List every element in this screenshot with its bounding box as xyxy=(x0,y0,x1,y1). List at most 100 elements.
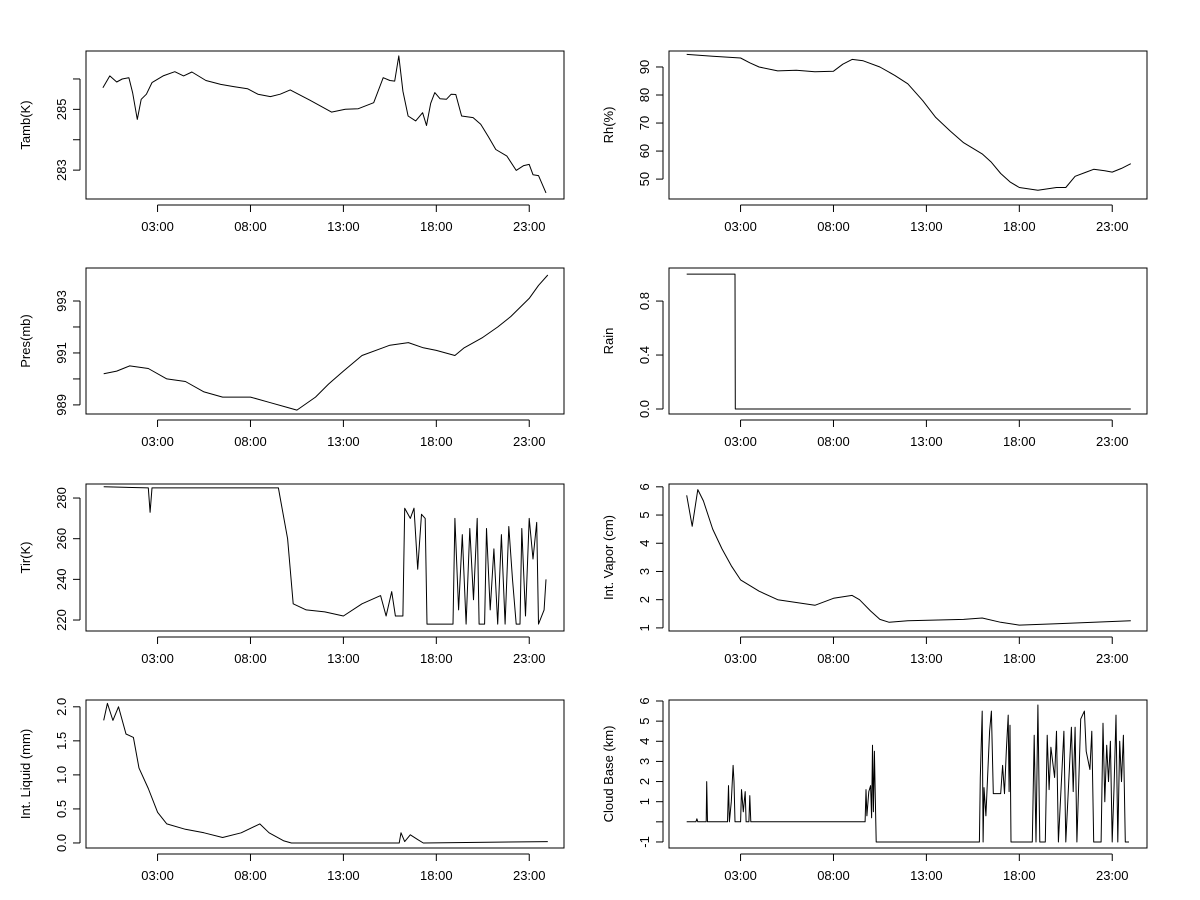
series-line xyxy=(686,704,1129,843)
y-tick-label: 60 xyxy=(637,144,652,158)
y-tick-label: 5 xyxy=(637,718,652,725)
panel-tamb-k: 03:00 08:00 13:00 18:00 23:00 283 285 Tamb(K) xyxy=(18,50,565,234)
y-tick-label: 2 xyxy=(637,596,652,603)
y-tick-label: 993 xyxy=(54,290,69,312)
y-axis-label: Rain xyxy=(601,328,616,355)
series-line xyxy=(103,486,547,625)
y-tick-label: -1 xyxy=(637,836,652,848)
y-tick-label: 5 xyxy=(637,511,652,518)
y-tick-label: 90 xyxy=(637,60,652,74)
y-tick-label: 260 xyxy=(54,528,69,550)
panel-int-liquid-mm: 03:00 08:00 13:00 18:00 23:00 0.0 0.5 1.0 1.5 2.0… xyxy=(18,698,565,883)
x-tick-label: 08:00 xyxy=(817,651,850,666)
x-tick-label: 03:00 xyxy=(141,434,174,449)
y-tick-label: 3 xyxy=(637,758,652,765)
panel-cloud-base-km: 03:00 08:00 13:00 18:00 23:00 -1 1 2 3 4 5 6 Cloud B… xyxy=(601,697,1148,883)
x-tick-label: 18:00 xyxy=(1003,219,1036,234)
x-tick-label: 23:00 xyxy=(1096,651,1129,666)
x-tick-label: 08:00 xyxy=(234,219,267,234)
y-tick-label: 2.0 xyxy=(54,698,69,716)
x-tick-label: 03:00 xyxy=(141,868,174,883)
y-tick-label: 6 xyxy=(637,483,652,490)
x-tick-label: 03:00 xyxy=(724,651,757,666)
x-tick-label: 08:00 xyxy=(817,219,850,234)
series-line xyxy=(103,702,548,844)
y-tick-label: 0.4 xyxy=(637,346,652,364)
x-tick-label: 13:00 xyxy=(327,868,360,883)
y-axis-label: Cloud Base (km) xyxy=(601,726,616,823)
y-axis-label: Int. Liquid (mm) xyxy=(18,729,33,819)
x-tick-label: 03:00 xyxy=(141,219,174,234)
x-tick-label: 13:00 xyxy=(910,434,943,449)
y-axis-label: Rh(%) xyxy=(601,107,616,144)
y-tick-label: 280 xyxy=(54,487,69,509)
x-tick-label: 18:00 xyxy=(1003,868,1036,883)
plot-frame xyxy=(85,50,565,200)
y-tick-label: 1 xyxy=(637,624,652,631)
y-tick-label: 2 xyxy=(637,778,652,785)
y-tick-label: 989 xyxy=(54,394,69,416)
y-tick-label: 0.0 xyxy=(637,400,652,418)
x-tick-label: 23:00 xyxy=(513,434,546,449)
plot-frame xyxy=(85,483,565,632)
y-tick-label: 1.5 xyxy=(54,732,69,750)
x-tick-label: 18:00 xyxy=(1003,651,1036,666)
series-line xyxy=(686,53,1132,191)
y-tick-label: 0.5 xyxy=(54,800,69,818)
plot-frame xyxy=(668,267,1148,415)
x-tick-label: 03:00 xyxy=(724,434,757,449)
x-tick-label: 23:00 xyxy=(1096,219,1129,234)
y-tick-label: 283 xyxy=(54,159,69,181)
panel-tir-k: 03:00 08:00 13:00 18:00 23:00 220 240 260 280 Tir… xyxy=(18,483,565,666)
y-axis-label: Int. Vapor (cm) xyxy=(601,515,616,600)
series-line xyxy=(686,273,1131,410)
y-tick-label: 4 xyxy=(637,540,652,547)
x-tick-label: 13:00 xyxy=(327,651,360,666)
y-tick-label: 0.8 xyxy=(637,292,652,310)
y-tick-label: 1 xyxy=(637,798,652,805)
x-tick-label: 03:00 xyxy=(724,219,757,234)
x-tick-label: 03:00 xyxy=(141,651,174,666)
y-tick-label: 240 xyxy=(54,569,69,591)
x-tick-label: 18:00 xyxy=(420,219,453,234)
y-tick-label: 285 xyxy=(54,98,69,120)
series-line xyxy=(686,489,1131,626)
x-tick-label: 08:00 xyxy=(817,434,850,449)
panel-rh: 03:00 08:00 13:00 18:00 23:00 50 60 70 80 90 Rh(%) xyxy=(601,50,1148,234)
y-tick-label: 3 xyxy=(637,568,652,575)
plot-frame xyxy=(668,483,1148,632)
y-axis-label: Tamb(K) xyxy=(18,100,33,149)
x-tick-label: 18:00 xyxy=(420,651,453,666)
y-tick-label: 70 xyxy=(637,116,652,130)
y-tick-label: 80 xyxy=(637,88,652,102)
panel-rain: 03:00 08:00 13:00 18:00 23:00 0.0 0.4 0.8 Rain xyxy=(601,267,1148,449)
x-tick-label: 08:00 xyxy=(234,868,267,883)
plot-frame xyxy=(668,50,1148,200)
y-tick-label: 991 xyxy=(54,342,69,364)
x-tick-label: 18:00 xyxy=(1003,434,1036,449)
y-tick-label: 1.0 xyxy=(54,766,69,784)
x-tick-label: 23:00 xyxy=(513,219,546,234)
y-axis-label: Tir(K) xyxy=(18,541,33,573)
y-tick-label: 220 xyxy=(54,609,69,631)
x-tick-label: 13:00 xyxy=(327,434,360,449)
x-tick-label: 13:00 xyxy=(910,651,943,666)
x-tick-label: 13:00 xyxy=(910,219,943,234)
series-line xyxy=(102,55,547,194)
y-axis-label: Pres(mb) xyxy=(18,314,33,367)
y-tick-label: 4 xyxy=(637,738,652,745)
panel-int-vapor-cm: 03:00 08:00 13:00 18:00 23:00 1 2 3 4 5 6 Int. Vapo… xyxy=(601,483,1148,666)
x-tick-label: 13:00 xyxy=(910,868,943,883)
series-line xyxy=(103,274,549,411)
x-tick-label: 18:00 xyxy=(420,868,453,883)
x-tick-label: 13:00 xyxy=(327,219,360,234)
x-tick-label: 23:00 xyxy=(513,651,546,666)
plot-frame xyxy=(668,699,1148,849)
x-tick-label: 23:00 xyxy=(1096,868,1129,883)
y-tick-label: 0.0 xyxy=(54,834,69,852)
x-tick-label: 23:00 xyxy=(1096,434,1129,449)
y-tick-label: 6 xyxy=(637,697,652,704)
plot-frame xyxy=(85,267,565,415)
x-tick-label: 08:00 xyxy=(234,651,267,666)
